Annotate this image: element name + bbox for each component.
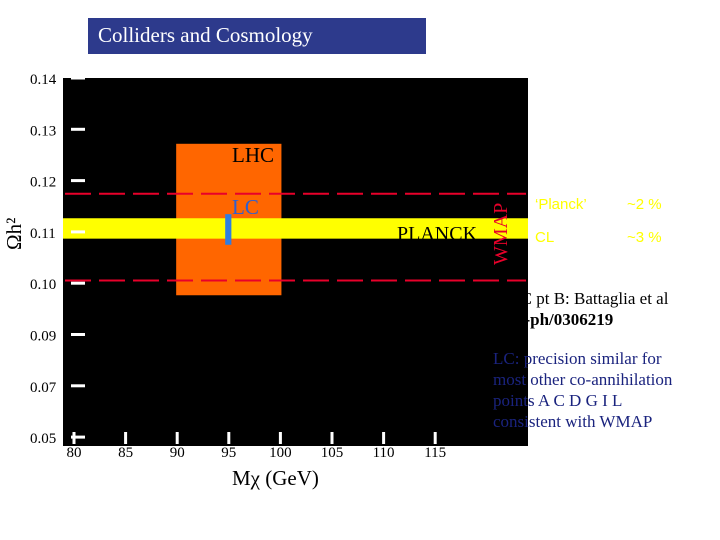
chart: LHC LC PLANCK WMAP Micr.OMEGAs Pt B ‘WMA… (2, 72, 666, 490)
y-tick-label: 0.12 (30, 175, 56, 191)
x-axis-title: Mχ (GeV) (232, 466, 319, 490)
wmap-band (63, 218, 528, 239)
note-lc-line-3: points A C D G I L (493, 391, 623, 410)
y-tick-label: 0.05 (30, 431, 56, 447)
y-tick-label: 0.11 (30, 226, 56, 242)
title-bar: Colliders and Cosmology (88, 18, 426, 54)
table-value-planck: ~2 % (627, 196, 662, 213)
y-tick-label: 0.14 (30, 72, 57, 88)
note-lc-precision: LC: precision similar for most other co-… (493, 348, 715, 432)
x-tick-label: 115 (424, 445, 446, 461)
table-label-planck: ‘Planck’ (535, 196, 587, 213)
x-tick-label: 100 (269, 445, 292, 461)
table-label-wmap: ‘WMAP’ (535, 127, 588, 144)
lc-bar (225, 214, 232, 245)
planck-region-label: PLANCK (397, 223, 478, 245)
x-tick-label: 80 (67, 445, 82, 461)
x-tick-label: 90 (170, 445, 185, 461)
x-tick-label: 95 (221, 445, 236, 461)
table-value-wmap: 7 % (619, 127, 645, 144)
y-tick-label: 0.13 (30, 123, 56, 139)
corner-label: Micr.OMEGAs Pt B (538, 96, 666, 113)
note-lhc-reference-line-1: LHC pt B: Battaglia et al (498, 289, 669, 308)
y-tick-label: 0.07 (30, 380, 57, 396)
table-label-cl: CL (535, 229, 554, 246)
note-lc-line-1: LC: precision similar for (493, 349, 662, 368)
table-value-cl: ~3 % (627, 229, 662, 246)
lc-bar-label: LC (232, 195, 259, 219)
x-tick-label: 105 (321, 445, 344, 461)
y-axis-title: Ωh² (2, 218, 26, 250)
x-tick-label: 110 (373, 445, 395, 461)
lhc-region-label: LHC (232, 143, 274, 167)
wmap-band-label: WMAP (490, 203, 512, 265)
note-lc-line-4: consistent with WMAP (493, 412, 653, 431)
y-tick-label: 0.10 (30, 277, 56, 293)
note-lhc-reference-line-2: hep-ph/0306219 (498, 310, 614, 329)
note-lhc-reference: LHC pt B: Battaglia et al hep-ph/0306219 (498, 288, 713, 330)
table-label-lhc: LHC (535, 162, 565, 179)
note-lc-line-2: most other co-annihilation (493, 370, 673, 389)
y-tick-label: 0.09 (30, 329, 56, 345)
table-value-lhc: ~15 % (622, 162, 665, 179)
slide-title: Colliders and Cosmology (98, 23, 313, 47)
x-tick-label: 85 (118, 445, 133, 461)
plot-background (63, 78, 528, 446)
